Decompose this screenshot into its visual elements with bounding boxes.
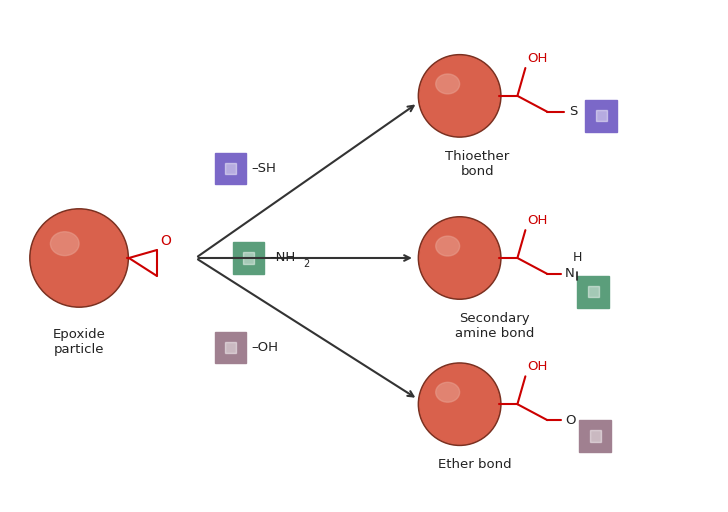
Bar: [587, 286, 598, 297]
Bar: [577, 276, 609, 308]
Text: O: O: [159, 234, 170, 248]
Ellipse shape: [420, 56, 499, 136]
Bar: [243, 252, 254, 264]
Ellipse shape: [419, 217, 501, 299]
Bar: [232, 242, 264, 274]
Ellipse shape: [420, 218, 499, 298]
Ellipse shape: [419, 55, 501, 137]
Ellipse shape: [419, 363, 501, 445]
Text: –SH: –SH: [251, 162, 277, 175]
Text: –NH: –NH: [269, 251, 296, 265]
Bar: [590, 431, 601, 441]
Bar: [215, 153, 247, 184]
Bar: [585, 100, 617, 132]
Ellipse shape: [436, 382, 459, 402]
Ellipse shape: [31, 210, 127, 306]
Bar: [579, 420, 611, 452]
Text: OH: OH: [527, 52, 547, 65]
Ellipse shape: [30, 209, 128, 307]
Text: N: N: [565, 267, 575, 281]
Bar: [215, 332, 247, 364]
Text: OH: OH: [527, 360, 547, 373]
Text: Epoxide
particle: Epoxide particle: [52, 328, 106, 356]
Ellipse shape: [436, 74, 459, 94]
Ellipse shape: [50, 232, 79, 255]
Bar: [225, 342, 236, 353]
Text: H: H: [572, 251, 582, 264]
Text: Thioether
bond: Thioether bond: [446, 150, 510, 178]
Text: Ether bond: Ether bond: [438, 458, 511, 471]
Text: OH: OH: [527, 214, 547, 227]
Text: Secondary
amine bond: Secondary amine bond: [455, 312, 534, 339]
Text: S: S: [569, 105, 577, 118]
Ellipse shape: [420, 365, 499, 444]
Ellipse shape: [436, 236, 459, 256]
Text: –OH: –OH: [251, 341, 278, 354]
Text: 2: 2: [304, 259, 309, 269]
Bar: [225, 163, 236, 174]
Bar: [596, 110, 606, 121]
Text: O: O: [565, 414, 576, 426]
